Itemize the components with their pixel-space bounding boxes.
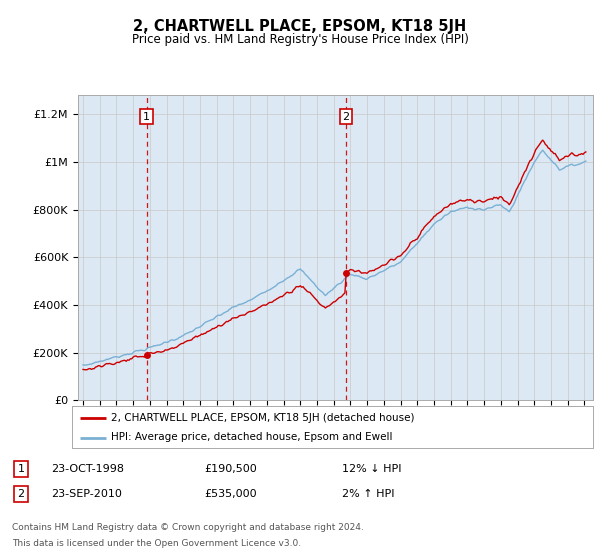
Text: £190,500: £190,500 (204, 464, 257, 474)
Text: 12% ↓ HPI: 12% ↓ HPI (342, 464, 401, 474)
Text: 2, CHARTWELL PLACE, EPSOM, KT18 5JH: 2, CHARTWELL PLACE, EPSOM, KT18 5JH (133, 20, 467, 34)
Text: £535,000: £535,000 (204, 489, 257, 499)
Text: 1: 1 (143, 111, 150, 122)
Text: 23-OCT-1998: 23-OCT-1998 (51, 464, 124, 474)
Text: Price paid vs. HM Land Registry's House Price Index (HPI): Price paid vs. HM Land Registry's House … (131, 32, 469, 46)
Text: 2, CHARTWELL PLACE, EPSOM, KT18 5JH (detached house): 2, CHARTWELL PLACE, EPSOM, KT18 5JH (det… (111, 413, 415, 423)
Text: Contains HM Land Registry data © Crown copyright and database right 2024.: Contains HM Land Registry data © Crown c… (12, 523, 364, 532)
Text: This data is licensed under the Open Government Licence v3.0.: This data is licensed under the Open Gov… (12, 539, 301, 548)
Text: 2: 2 (17, 489, 25, 499)
Text: 2: 2 (343, 111, 349, 122)
Text: HPI: Average price, detached house, Epsom and Ewell: HPI: Average price, detached house, Epso… (111, 432, 392, 442)
Text: 1: 1 (17, 464, 25, 474)
Text: 23-SEP-2010: 23-SEP-2010 (51, 489, 122, 499)
Text: 2% ↑ HPI: 2% ↑ HPI (342, 489, 395, 499)
